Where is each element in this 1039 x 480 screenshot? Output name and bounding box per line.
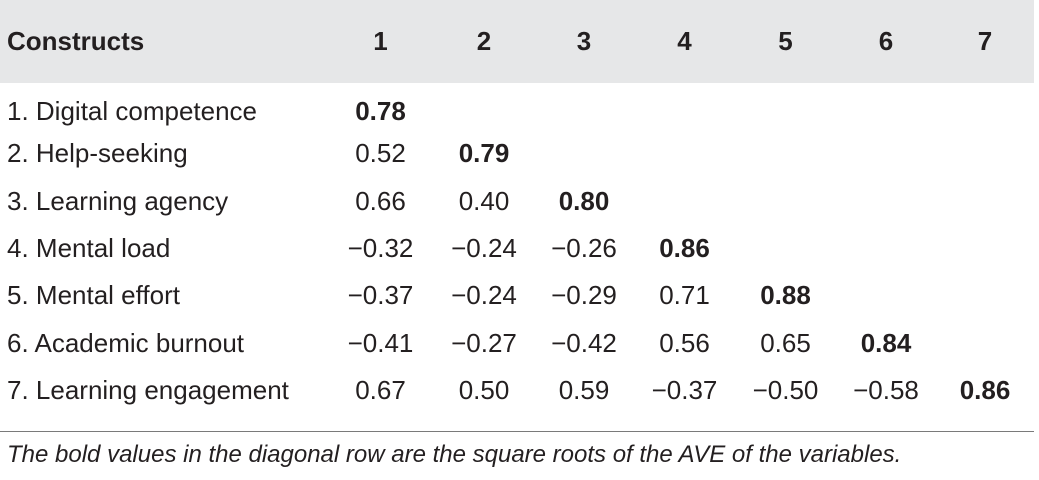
table-row: 2. Help-seeking 0.52 0.79 xyxy=(0,130,1034,177)
table-header-row: Constructs 1 2 3 4 5 6 7 xyxy=(0,0,1034,83)
table-cell: −0.37 xyxy=(651,374,718,405)
table-cell: 0.84 xyxy=(860,327,912,358)
table-cell xyxy=(836,178,936,225)
table-cell: 0.86 xyxy=(659,233,710,264)
table-cell xyxy=(936,130,1034,177)
table-cell: 0.71 xyxy=(659,280,710,311)
table-cell xyxy=(735,178,836,225)
row-label: 4. Mental load xyxy=(7,233,171,264)
table-cell xyxy=(936,319,1034,366)
row-label: 1. Digital competence xyxy=(7,96,258,127)
table-cell: 0.86 xyxy=(959,374,1011,405)
table-cell xyxy=(836,83,936,130)
table-cell: −0.37 xyxy=(347,280,414,311)
header-col-5: 5 xyxy=(778,26,793,56)
table-cell xyxy=(634,178,735,225)
table-cell xyxy=(936,178,1034,225)
table-row: 1. Digital competence 0.78 xyxy=(0,83,1034,130)
table-cell: 0.52 xyxy=(355,138,406,169)
header-col-4: 4 xyxy=(677,26,692,56)
table-cell: 0.79 xyxy=(458,138,510,169)
table-cell: 0.40 xyxy=(458,185,510,216)
table-cell: 0.88 xyxy=(760,280,811,311)
row-label: 2. Help-seeking xyxy=(7,138,188,169)
table-cell: 0.66 xyxy=(355,185,406,216)
table-cell xyxy=(936,272,1034,319)
table-cell xyxy=(836,130,936,177)
table-row: 4. Mental load −0.32 −0.24 −0.26 0.86 xyxy=(0,225,1034,272)
table-cell xyxy=(434,83,534,130)
table-cell: 0.59 xyxy=(558,374,610,405)
row-label: 7. Learning engagement xyxy=(7,374,289,405)
table-cell: 0.50 xyxy=(458,374,510,405)
row-label: 6. Academic burnout xyxy=(7,327,245,358)
table-row: 5. Mental effort −0.37 −0.24 −0.29 0.71 … xyxy=(0,272,1034,319)
table-row: 7. Learning engagement 0.67 0.50 0.59 −0… xyxy=(0,367,1034,414)
header-col-7: 7 xyxy=(977,26,993,56)
table-cell: 0.65 xyxy=(760,327,811,358)
table-cell: 0.80 xyxy=(558,185,610,216)
table-cell: −0.50 xyxy=(752,374,819,405)
table-cell: 0.56 xyxy=(659,327,710,358)
table-cell xyxy=(735,83,836,130)
table-cell: 0.67 xyxy=(355,374,406,405)
table-cell xyxy=(836,272,936,319)
table-cell xyxy=(936,225,1034,272)
table-bottom-rule xyxy=(0,431,1034,432)
table-cell: −0.27 xyxy=(451,327,517,358)
table-footnote: The bold values in the diagonal row are … xyxy=(7,441,902,468)
header-col-1: 1 xyxy=(373,26,388,56)
table-cell: −0.24 xyxy=(451,233,517,264)
table-row: 6. Academic burnout −0.41 −0.27 −0.42 0.… xyxy=(0,319,1034,366)
table-cell xyxy=(735,130,836,177)
header-col-2: 2 xyxy=(476,26,492,56)
table-cell xyxy=(936,83,1034,130)
table-cell: −0.32 xyxy=(347,233,414,264)
header-col-6: 6 xyxy=(878,26,894,56)
table-row: 3. Learning agency 0.66 0.40 0.80 xyxy=(0,178,1034,225)
table-cell: −0.58 xyxy=(853,374,919,405)
table-cell xyxy=(735,225,836,272)
table-cell: −0.26 xyxy=(551,233,617,264)
table-cell: −0.42 xyxy=(551,327,617,358)
row-label: 3. Learning agency xyxy=(7,185,229,216)
table-cell xyxy=(634,83,735,130)
header-constructs: Constructs xyxy=(7,26,145,56)
table-cell xyxy=(534,83,634,130)
table-cell xyxy=(634,130,735,177)
row-label: 5. Mental effort xyxy=(7,280,180,311)
correlation-table: Constructs 1 2 3 4 5 6 7 1. Digital comp… xyxy=(0,0,1034,414)
table-cell: −0.29 xyxy=(551,280,617,311)
table-cell: −0.41 xyxy=(347,327,414,358)
table-cell: 0.78 xyxy=(355,96,406,127)
table-cell: −0.24 xyxy=(451,280,517,311)
table-cell xyxy=(836,225,936,272)
header-col-3: 3 xyxy=(576,26,592,56)
table-cell xyxy=(534,130,634,177)
